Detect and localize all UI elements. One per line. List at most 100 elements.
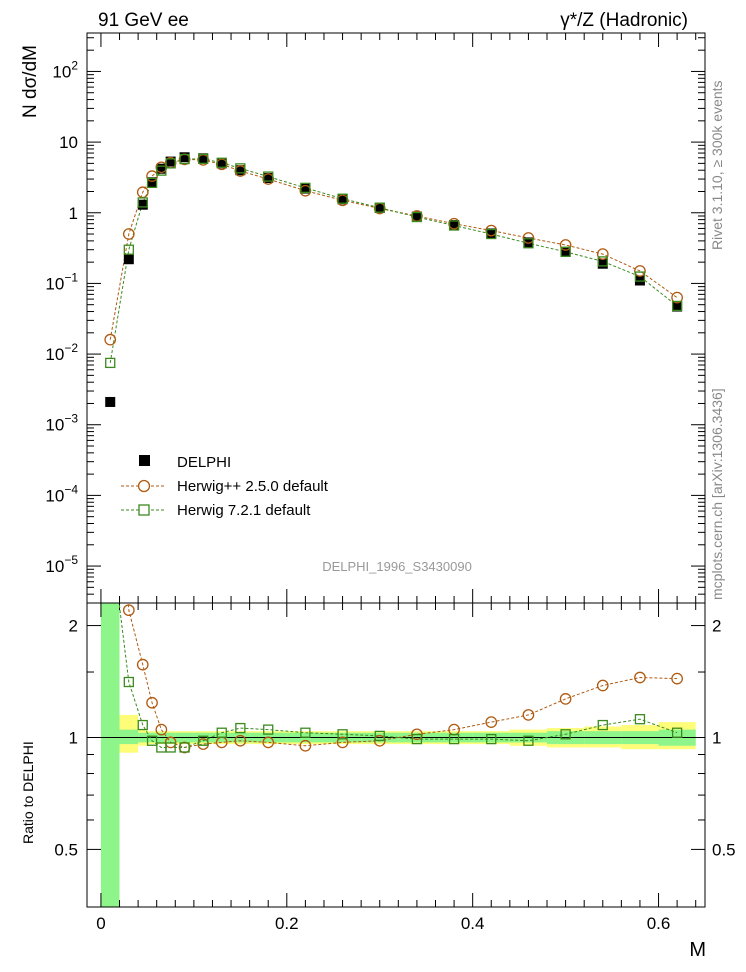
main-y-tick-label: 10−5 xyxy=(45,553,78,576)
main-y-tick-label: 10−2 xyxy=(45,341,78,364)
ratio-axis-ticks: 0.5 0.5 1 1 2 2 0 0.2 0.4 0.6 xyxy=(54,603,736,933)
ratio-y-tick-label-right: 1 xyxy=(712,728,721,747)
herwig7-ratio-point xyxy=(165,742,176,753)
main-y-tick-label: 102 xyxy=(52,58,78,81)
herwig7-ratio-point xyxy=(198,735,209,746)
herwigpp-ratio-point xyxy=(373,734,386,747)
herwigpp-ratio-point xyxy=(522,709,535,721)
ratio-series-line xyxy=(127,603,678,748)
legend-herwigpp-label: Herwig++ 2.5.0 default xyxy=(177,478,329,495)
herwig7-ratio-point xyxy=(634,714,646,725)
delphi-data-point xyxy=(560,246,571,257)
herwig7-point xyxy=(374,202,385,213)
herwigpp-point xyxy=(522,232,535,244)
herwig7-point xyxy=(137,197,148,208)
main-series-line xyxy=(109,158,678,340)
herwigpp-ratio-point xyxy=(634,671,646,684)
ratio-plot-frame xyxy=(86,602,706,908)
delphi-uncertainty-band xyxy=(100,603,696,907)
herwigpp-point xyxy=(146,170,158,182)
herwigpp-point xyxy=(336,194,349,207)
delphi-data-point xyxy=(165,156,176,167)
herwig7-ratio-point xyxy=(123,676,134,688)
mcplots-label: mcplots.cern.ch [arXiv:1306.3436] xyxy=(709,388,725,600)
herwigpp-ratio-point xyxy=(299,739,312,752)
x-tick-label: 0 xyxy=(96,914,105,933)
legend-herwigpp-marker xyxy=(137,479,151,493)
herwigpp-ratio-point xyxy=(122,604,135,617)
herwigpp-ratio-point xyxy=(559,693,572,705)
main-y-tick-label: 10 xyxy=(59,133,78,152)
delphi-data-point xyxy=(216,158,227,169)
herwig7-ratio-point xyxy=(146,735,158,746)
herwig7-ratio-point xyxy=(671,727,683,738)
delphi-data-point xyxy=(179,152,190,163)
legend-herwig7-label: Herwig 7.2.1 default xyxy=(177,502,311,519)
herwigpp-ratio-point xyxy=(146,696,158,709)
herwig7-point xyxy=(337,193,348,204)
main-y-tick-label: 10−3 xyxy=(45,412,78,435)
header-left-label: 91 GeV ee xyxy=(98,10,189,31)
main-y-axis-title: N dσ/dM xyxy=(20,45,41,118)
delphi-data-point xyxy=(198,153,209,164)
herwig7-point xyxy=(671,300,683,312)
herwigpp-point xyxy=(122,228,135,240)
herwig7-ratio-point xyxy=(216,727,227,738)
x-axis-title: M xyxy=(689,939,706,961)
herwig7-point xyxy=(123,244,134,255)
herwigpp-ratio-point xyxy=(262,736,275,749)
herwig7-ratio-point xyxy=(486,733,497,745)
herwig7-point xyxy=(411,211,423,223)
main-axis-ticks: 10−5 10−4 10−3 10−2 10−1 1 10 102 xyxy=(45,33,705,604)
herwig7-point xyxy=(146,177,158,189)
main-series-line xyxy=(109,158,678,363)
x-tick-label: 0.2 xyxy=(275,914,299,933)
delphi-data-point xyxy=(597,258,608,269)
legend-delphi-marker xyxy=(139,455,150,466)
delphi-data-point xyxy=(235,165,246,176)
herwig7-ratio-point xyxy=(597,719,608,731)
delphi-data-point xyxy=(523,237,534,248)
delphi-data-point xyxy=(147,177,158,188)
herwig7-point xyxy=(486,228,497,240)
herwigpp-point xyxy=(596,248,609,260)
herwig7-ratio-point xyxy=(523,735,534,746)
herwig7-ratio-point xyxy=(374,730,385,742)
main-y-tick-label: 10−4 xyxy=(45,482,78,505)
ratio-y-tick-label-right: 0.5 xyxy=(712,840,736,859)
herwig7-point xyxy=(560,246,571,257)
delphi-data-point xyxy=(156,163,167,174)
herwigpp-point xyxy=(559,239,572,251)
herwig7-point xyxy=(198,153,209,164)
delphi-data-point xyxy=(449,220,460,231)
delphi-data-point xyxy=(123,254,134,265)
herwig7-ratio-point xyxy=(300,727,311,738)
ratio-y-tick-label: 0.5 xyxy=(54,840,78,859)
herwigpp-ratio-point xyxy=(596,679,609,692)
x-tick-label: 0.4 xyxy=(461,914,485,933)
band-inner-segment xyxy=(119,729,139,745)
herwig7-point xyxy=(448,220,460,231)
herwig7-point xyxy=(216,157,227,168)
header-right-label: γ*/Z (Hadronic) xyxy=(560,10,688,31)
herwig7-point xyxy=(523,238,534,249)
ratio-y-tick-label: 1 xyxy=(69,728,78,747)
herwig7-ratio-point xyxy=(337,729,348,740)
delphi-data-point xyxy=(263,173,274,184)
herwig7-point xyxy=(235,163,246,174)
herwig7-ratio-point xyxy=(235,722,246,734)
herwigpp-ratio-point xyxy=(155,723,168,736)
delphi-data-point xyxy=(105,396,116,407)
herwig7-point xyxy=(105,357,116,369)
herwig7-ratio-point xyxy=(560,729,571,740)
ratio-y-tick-label: 2 xyxy=(69,617,78,636)
delphi-data-point xyxy=(486,228,497,239)
ratio-plot-panel: 0.5 0.5 1 1 2 2 0 0.2 0.4 0.6 xyxy=(54,602,736,933)
herwigpp-ratio-point xyxy=(178,741,191,754)
herwigpp-point xyxy=(234,165,247,177)
delphi-data-point xyxy=(411,211,422,222)
legend-delphi-label: DELPHI xyxy=(177,454,231,471)
herwig7-point xyxy=(156,165,167,176)
herwigpp-ratio-point xyxy=(136,658,149,671)
